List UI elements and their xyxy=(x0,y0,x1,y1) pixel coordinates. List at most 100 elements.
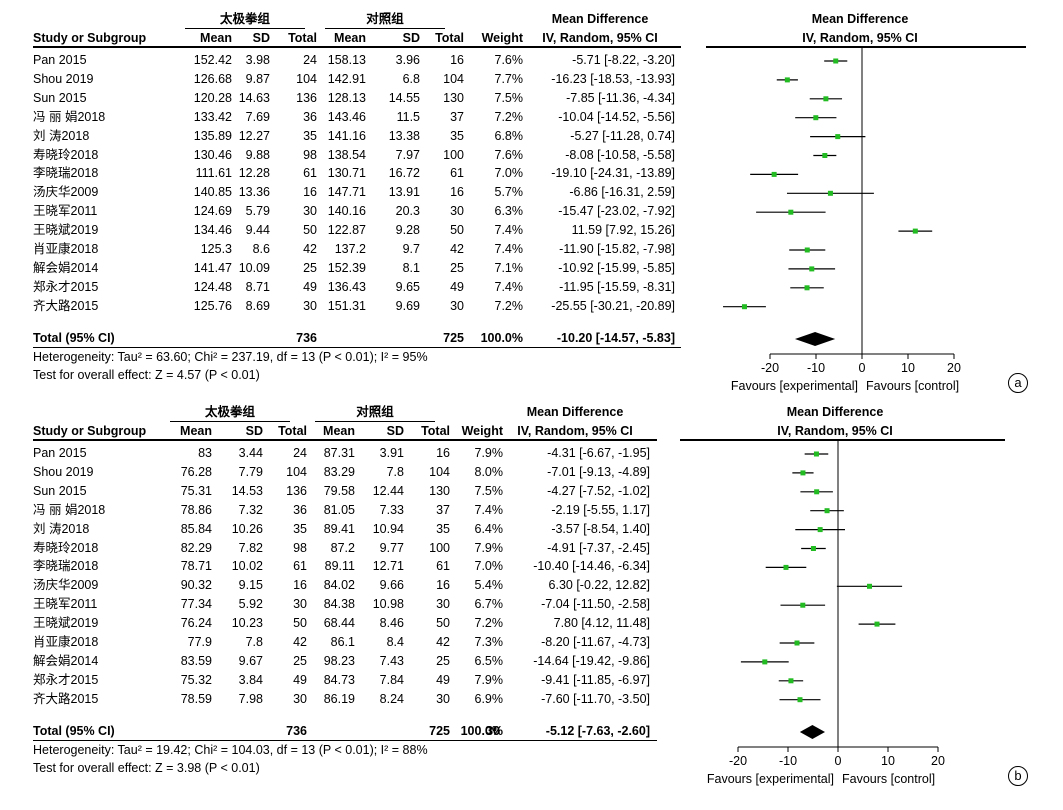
row-c-total: 35 xyxy=(436,521,450,536)
row-c-mean: 84.38 xyxy=(323,597,355,612)
total-c-n: 725 xyxy=(443,331,464,345)
point-estimate xyxy=(835,134,841,140)
row-ci-text: -10.40 [-14.46, -6.34] xyxy=(533,559,650,574)
row-c-total: 30 xyxy=(436,691,450,706)
row-e-mean: 77.9 xyxy=(187,635,212,649)
row-e-sd: 8.71 xyxy=(245,279,270,294)
row-name: 李晓瑞2018 xyxy=(33,166,99,181)
row-e-sd: 10.09 xyxy=(238,260,270,275)
row-ci-text: -7.60 [-11.70, -3.50] xyxy=(541,691,650,706)
row-c-total: 61 xyxy=(450,166,464,181)
row-c-mean: 143.46 xyxy=(327,109,366,124)
row-name: 李晓瑞2018 xyxy=(33,559,99,574)
row-ci-text: -16.23 [-18.53, -13.93] xyxy=(551,71,675,86)
row-e-total: 36 xyxy=(293,502,307,517)
row-ci-text: -11.95 [-15.59, -8.31] xyxy=(559,279,675,294)
row-name: 寿晓玲2018 xyxy=(33,540,99,555)
table-header-rule xyxy=(33,46,681,48)
row-weight: 7.1% xyxy=(494,260,524,275)
row-e-total: 49 xyxy=(293,672,307,687)
row-c-mean: 86.19 xyxy=(323,691,355,706)
row-c-mean: 138.54 xyxy=(327,147,366,162)
row-c-mean: 158.13 xyxy=(327,53,366,67)
row-e-total: 136 xyxy=(296,90,317,105)
total-ci: -5.12 [-7.63, -2.60] xyxy=(545,724,650,738)
favours-right-label: Favours [control] xyxy=(866,379,959,393)
experimental-group-header: 太极拳组 xyxy=(219,12,270,26)
row-weight: 7.0% xyxy=(474,559,504,574)
row-c-sd: 14.55 xyxy=(388,90,420,105)
point-estimate xyxy=(741,304,747,310)
row-e-total: 98 xyxy=(303,147,317,162)
row-e-sd: 7.79 xyxy=(238,464,263,479)
row-c-total: 16 xyxy=(450,185,464,200)
row-e-sd: 12.27 xyxy=(238,128,270,143)
panel-label-b: b xyxy=(1008,766,1028,786)
row-ci-text: -4.91 [-7.37, -2.45] xyxy=(547,540,650,555)
row-e-mean: 76.28 xyxy=(180,464,212,479)
e-total-header: Total xyxy=(278,424,307,438)
row-e-mean: 83.59 xyxy=(180,653,212,668)
table-header-rule xyxy=(33,439,657,441)
row-e-mean: 135.89 xyxy=(193,128,232,143)
study-column-header: Study or Subgroup xyxy=(33,31,147,45)
row-ci-text: -8.20 [-11.67, -4.73] xyxy=(541,635,650,649)
row-c-total: 35 xyxy=(450,128,464,143)
row-e-total: 24 xyxy=(293,446,307,460)
row-e-mean: 134.46 xyxy=(193,223,232,238)
point-estimate xyxy=(788,678,794,684)
row-ci-text: -19.10 [-24.31, -13.89] xyxy=(551,166,675,181)
total-c-n: 725 xyxy=(429,724,450,738)
row-c-total: 100 xyxy=(429,540,450,555)
forest-plot-a: -20 -10 0 10 20 Favours [experimental] Favours… xyxy=(723,48,961,393)
row-ci-text: -9.41 [-11.85, -6.97] xyxy=(541,672,650,687)
row-ci-text: -7.85 [-11.36, -4.34] xyxy=(566,90,675,105)
footer-rule xyxy=(33,347,681,348)
row-c-sd: 9.77 xyxy=(379,540,404,555)
row-e-sd: 3.44 xyxy=(238,446,263,460)
row-c-sd: 8.24 xyxy=(379,691,404,706)
row-weight: 7.4% xyxy=(474,502,504,517)
row-e-mean: 111.61 xyxy=(195,166,232,181)
row-ci-text: -2.19 [-5.55, 1.17] xyxy=(551,502,650,517)
point-estimate xyxy=(813,451,819,457)
row-e-mean: 78.59 xyxy=(180,691,212,706)
experimental-header-rule xyxy=(185,28,305,29)
row-c-sd: 7.33 xyxy=(379,502,404,517)
row-ci-text: -25.55 [-30.21, -20.89] xyxy=(551,298,675,313)
row-name: 汤庆华2009 xyxy=(33,185,99,200)
row-c-sd: 10.94 xyxy=(372,521,404,536)
row-e-sd: 13.36 xyxy=(238,185,270,200)
row-c-total: 104 xyxy=(443,71,464,86)
row-c-mean: 84.02 xyxy=(323,578,355,593)
row-e-mean: 133.42 xyxy=(193,109,232,124)
row-c-sd: 9.65 xyxy=(395,279,420,294)
row-c-sd: 13.38 xyxy=(388,128,420,143)
point-estimate xyxy=(783,564,789,570)
control-header-rule xyxy=(315,421,435,422)
total-label: Total (95% CI) xyxy=(33,331,115,345)
point-estimate xyxy=(784,77,790,83)
row-c-mean: 128.13 xyxy=(327,90,366,105)
row-ci-text: -7.01 [-9.13, -4.89] xyxy=(547,464,650,479)
row-e-mean: 130.46 xyxy=(193,147,232,162)
point-estimate xyxy=(823,96,829,102)
row-ci-text: -11.90 [-15.82, -7.98] xyxy=(559,242,675,256)
row-c-sd: 6.8 xyxy=(402,71,420,86)
control-group-header: 对照组 xyxy=(356,405,394,419)
row-name: 王晓军2011 xyxy=(33,204,98,219)
control-group-header: 对照组 xyxy=(366,12,404,26)
row-weight: 7.6% xyxy=(494,147,524,162)
row-name: 王晓斌2019 xyxy=(33,616,99,631)
point-estimate xyxy=(762,659,768,665)
row-e-sd: 5.92 xyxy=(238,597,263,612)
row-c-total: 104 xyxy=(429,464,450,479)
row-weight: 6.3% xyxy=(494,204,524,219)
row-c-total: 25 xyxy=(436,653,450,668)
row-c-mean: 89.11 xyxy=(324,559,355,574)
c-sd-header: SD xyxy=(402,31,420,45)
row-e-total: 136 xyxy=(286,483,307,498)
point-estimate xyxy=(814,489,820,495)
total-weight: 100.0% xyxy=(460,724,503,738)
row-c-sd: 7.43 xyxy=(379,653,404,668)
